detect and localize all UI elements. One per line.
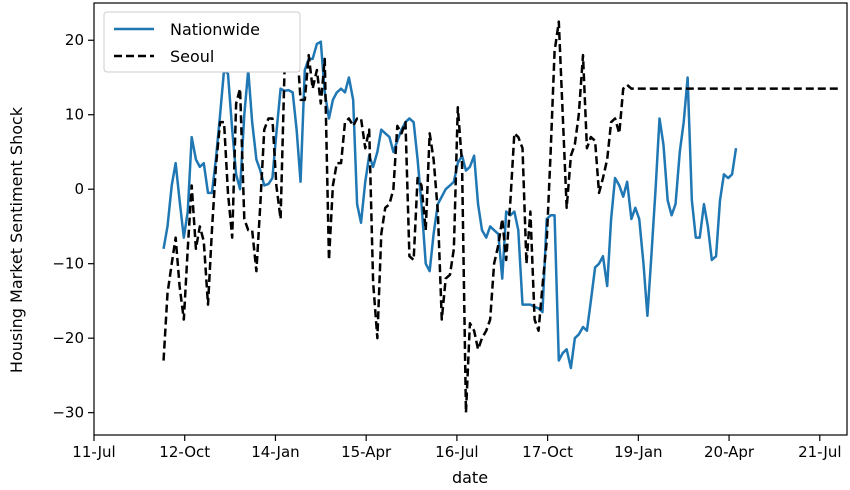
legend-label-nationwide: Nationwide: [170, 20, 260, 39]
x-axis-ticks: 11-Jul 12-Oct 14-Jan 15-Apr 16-Jul 17-Oct 19-J…: [72, 435, 842, 461]
series-layer: [162, 20, 841, 414]
y-tick-label: −30: [52, 404, 84, 422]
y-axis-ticks: −30 −20 −10 0 10 20: [52, 31, 94, 422]
y-tick-label: 0: [74, 180, 84, 198]
legend: Nationwide Seoul: [103, 11, 301, 73]
x-tick-label: 14-Jan: [251, 443, 299, 461]
x-tick-label: 16-Jul: [435, 443, 478, 461]
y-tick-label: −10: [52, 255, 84, 273]
y-axis-title: Housing Market Sentiment Shock: [7, 106, 26, 373]
y-tick-label: 10: [65, 106, 84, 124]
x-tick-label: 20-Apr: [704, 443, 755, 461]
x-tick-label: 19-Jan: [614, 443, 662, 461]
series-line-seoul: [162, 20, 841, 414]
axes-group: [93, 2, 848, 436]
x-tick-label: 12-Oct: [159, 443, 210, 461]
x-tick-label: 11-Jul: [72, 443, 115, 461]
y-tick-label: 20: [65, 31, 84, 49]
x-tick-label: 17-Oct: [522, 443, 573, 461]
plot-area-frame: [93, 2, 848, 436]
y-tick-label: −20: [52, 329, 84, 347]
x-axis-title: date: [452, 468, 488, 487]
x-tick-label: 21-Jul: [798, 443, 841, 461]
series-line-nationwide: [162, 40, 738, 370]
x-tick-label: 15-Apr: [341, 443, 392, 461]
legend-label-seoul: Seoul: [170, 47, 214, 66]
